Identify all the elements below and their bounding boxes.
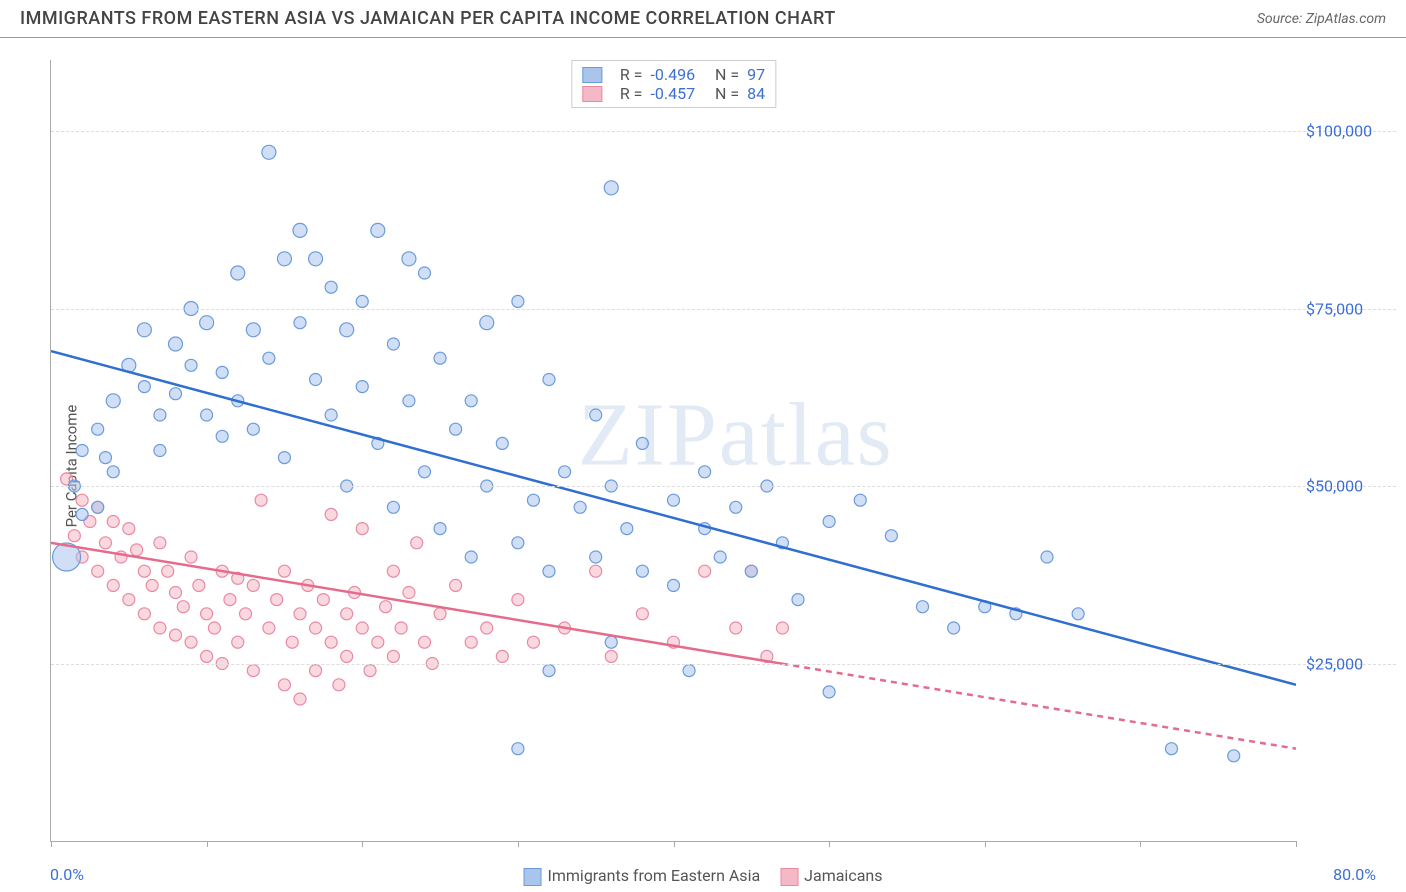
legend-row-pink: R = -0.457 N = 84 [582,84,765,103]
legend-label-pink: Jamaicans [804,866,882,885]
x-tick-mark [1140,841,1141,847]
x-tick-mark [362,841,363,847]
plot-area: R = -0.496 N = 97 R = -0.457 N = 84 ZIPa… [50,60,1296,842]
y-tick-label: $100,000 [1306,122,1396,141]
n-value-blue: 97 [747,65,765,84]
watermark-zip: ZIP [578,385,719,484]
x-tick-mark [985,841,986,847]
x-tick-mark [51,841,52,847]
x-tick-mark [674,841,675,847]
n-value-pink: 84 [747,84,765,103]
gridline [51,664,1396,665]
y-tick-label: $25,000 [1306,654,1396,673]
swatch-pink [582,86,602,102]
n-label: N = [707,84,739,103]
legend-row-blue: R = -0.496 N = 97 [582,65,765,84]
correlation-legend: R = -0.496 N = 97 R = -0.457 N = 84 [571,60,776,108]
swatch-blue [582,67,602,83]
n-label: N = [707,65,739,84]
chart-area: Per Capita Income R = -0.496 N = 97 R = … [0,40,1406,892]
chart-source: Source: ZipAtlas.com [1257,11,1386,27]
swatch-blue-icon [524,868,542,886]
watermark: ZIPatlas [578,383,894,486]
legend-item-blue: Immigrants from Eastern Asia [524,866,761,886]
swatch-pink-icon [780,868,798,886]
legend-item-pink: Jamaicans [780,866,882,886]
r-label: R = [620,65,643,84]
x-axis-min-label: 0.0% [50,865,84,884]
chart-title: IMMIGRANTS FROM EASTERN ASIA VS JAMAICAN… [20,8,836,29]
x-axis-max-label: 80.0% [1333,865,1376,884]
watermark-atlas: atlas [719,385,894,484]
x-tick-mark [207,841,208,847]
legend-label-blue: Immigrants from Eastern Asia [548,866,761,885]
r-value-blue: -0.496 [650,65,695,84]
gridline [51,486,1396,487]
series-legend: Immigrants from Eastern Asia Jamaicans [524,866,883,886]
x-tick-mark [518,841,519,847]
r-value-pink: -0.457 [650,84,695,103]
y-tick-label: $75,000 [1306,299,1396,318]
gridline [51,131,1396,132]
y-tick-label: $50,000 [1306,477,1396,496]
x-tick-mark [1296,841,1297,847]
r-label: R = [620,84,643,103]
chart-header: IMMIGRANTS FROM EASTERN ASIA VS JAMAICAN… [0,0,1406,38]
scatter-overlay [51,60,1296,841]
x-tick-mark [829,841,830,847]
gridline [51,309,1396,310]
